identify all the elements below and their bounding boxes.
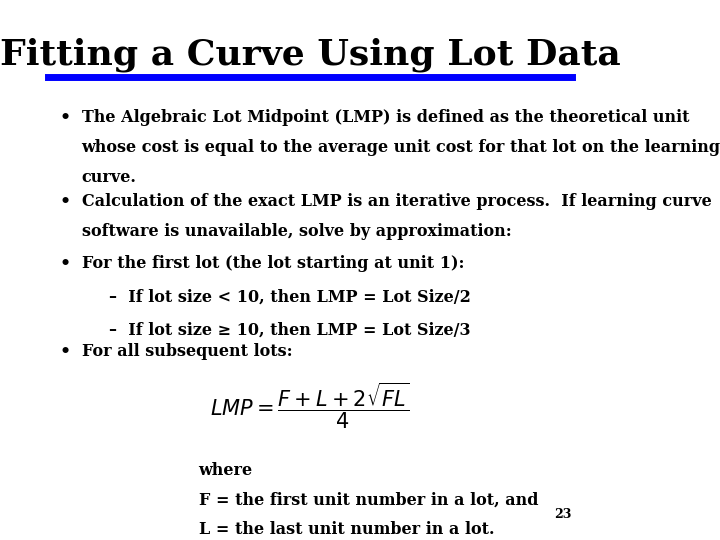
Text: •: • <box>59 255 71 272</box>
Text: Fitting a Curve Using Lot Data: Fitting a Curve Using Lot Data <box>0 37 621 72</box>
Text: –  If lot size < 10, then LMP = Lot Size/2: – If lot size < 10, then LMP = Lot Size/… <box>109 288 472 306</box>
Text: The Algebraic Lot Midpoint (LMP) is defined as the theoretical unit: The Algebraic Lot Midpoint (LMP) is defi… <box>81 109 689 126</box>
Text: 23: 23 <box>554 508 572 521</box>
Text: $\mathit{LMP} = \dfrac{F + L + 2\sqrt{FL}}{4}$: $\mathit{LMP} = \dfrac{F + L + 2\sqrt{FL… <box>210 380 409 431</box>
Text: •: • <box>59 193 71 210</box>
Text: •: • <box>59 109 71 126</box>
Text: •: • <box>59 343 71 360</box>
Text: curve.: curve. <box>81 170 136 186</box>
Text: For all subsequent lots:: For all subsequent lots: <box>81 343 292 360</box>
Text: F = the first unit number in a lot, and: F = the first unit number in a lot, and <box>199 491 538 509</box>
Text: where: where <box>199 462 253 479</box>
Text: For the first lot (the lot starting at unit 1):: For the first lot (the lot starting at u… <box>81 255 464 272</box>
Text: Calculation of the exact LMP is an iterative process.  If learning curve: Calculation of the exact LMP is an itera… <box>81 193 711 210</box>
Text: –  If lot size ≥ 10, then LMP = Lot Size/3: – If lot size ≥ 10, then LMP = Lot Size/… <box>109 322 471 339</box>
Text: L = the last unit number in a lot.: L = the last unit number in a lot. <box>199 521 494 538</box>
Text: software is unavailable, solve by approximation:: software is unavailable, solve by approx… <box>81 223 511 240</box>
Text: whose cost is equal to the average unit cost for that lot on the learning: whose cost is equal to the average unit … <box>81 139 720 156</box>
